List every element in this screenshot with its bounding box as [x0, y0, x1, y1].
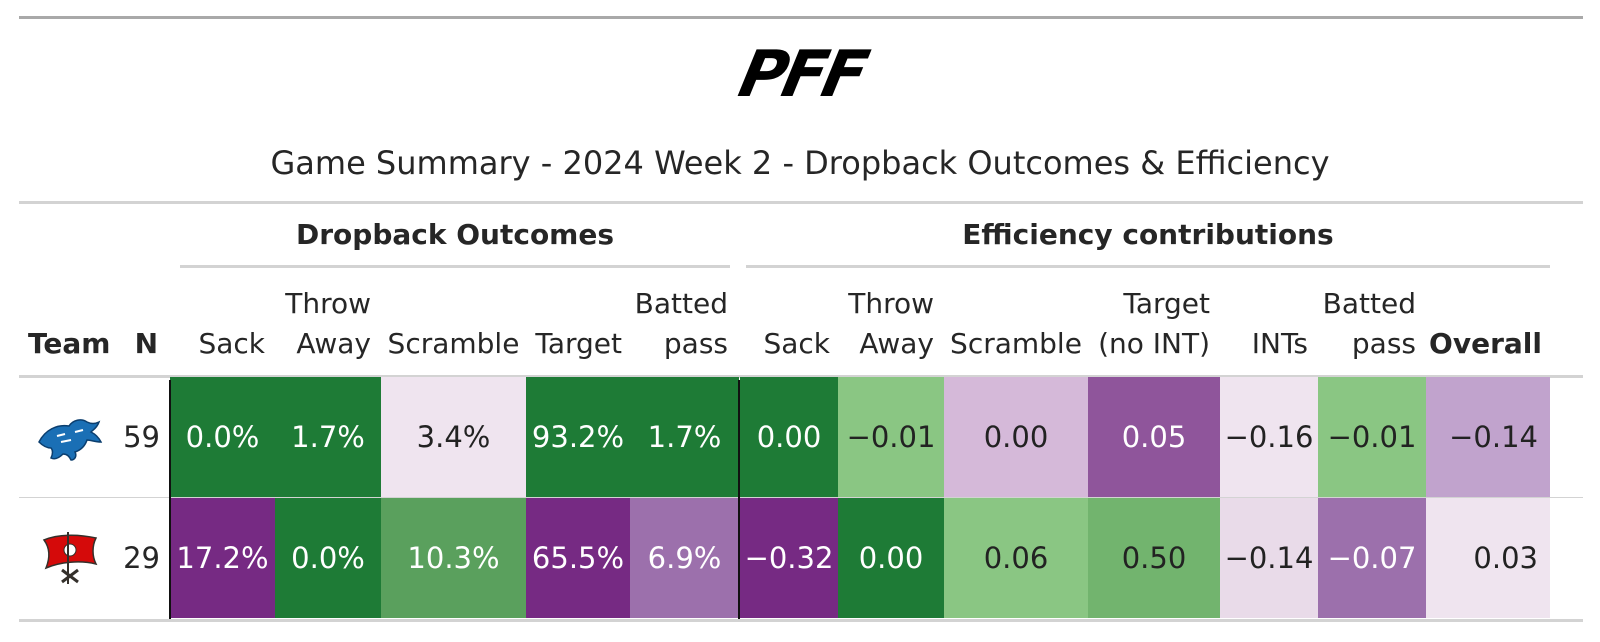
- group-header-efficiency: Efficiency contributions: [962, 218, 1334, 251]
- title-rule: [19, 201, 1583, 204]
- col-header-eff-batted-line1: Batted: [1322, 287, 1416, 320]
- top-rule: [19, 16, 1583, 19]
- cell-eff-ints: −0.14: [1220, 498, 1318, 618]
- col-header-eff-target-line1: Target: [1123, 287, 1210, 320]
- table-row-team-logo: [30, 377, 110, 497]
- col-header-eff-overall-label: Overall: [1429, 327, 1542, 360]
- group-header-dropback-outcomes: Dropback Outcomes: [295, 218, 615, 251]
- cell-eff-target: 0.05: [1088, 377, 1220, 497]
- cell-eff-sack: 0.00: [740, 377, 838, 497]
- col-header-eff-overall: Overall: [1426, 284, 1542, 364]
- cell-out-scramble: 3.4%: [381, 377, 526, 497]
- cell-out-target: 65.5%: [526, 498, 630, 618]
- cell-eff-throw-away: 0.00: [838, 498, 944, 618]
- col-header-team: Team: [28, 284, 118, 364]
- col-header-out-scramble-label: Scramble: [387, 327, 520, 360]
- cell-eff-sack: −0.32: [740, 498, 838, 618]
- cell-eff-scramble: 0.00: [944, 377, 1088, 497]
- col-header-out-target-label: Target: [535, 327, 622, 360]
- col-header-out-batted-line2: pass: [663, 327, 728, 360]
- col-header-eff-sack: Sack: [740, 284, 830, 364]
- table-row-n: 29: [123, 541, 160, 575]
- cell-eff-target: 0.50: [1088, 498, 1220, 618]
- col-header-out-throw-line1: Throw: [285, 287, 371, 320]
- bottom-rule: [19, 619, 1583, 622]
- group-underline-efficiency: [746, 265, 1550, 268]
- col-header-eff-scramble-label: Scramble: [950, 327, 1082, 360]
- column-separator-left: [169, 380, 171, 620]
- col-header-out-target: Target: [526, 284, 622, 364]
- cell-out-throw-away: 1.7%: [275, 377, 381, 497]
- row-divider: [19, 497, 1583, 498]
- cell-eff-scramble: 0.06: [944, 498, 1088, 618]
- table-row-n: 59: [123, 420, 160, 454]
- col-header-n-label: N: [134, 327, 158, 360]
- cell-eff-overall: 0.03: [1426, 498, 1550, 618]
- col-header-eff-scramble: Scramble: [944, 284, 1088, 364]
- col-header-n: N: [118, 284, 158, 364]
- col-header-out-batted: Batted pass: [630, 284, 728, 364]
- cell-out-sack: 0.0%: [170, 377, 275, 497]
- column-separator-middle: [738, 380, 740, 620]
- cell-out-throw-away: 0.0%: [275, 498, 381, 618]
- cell-eff-ints: −0.16: [1220, 377, 1318, 497]
- svg-text:PFF: PFF: [733, 46, 875, 102]
- col-header-out-throw-line2: Away: [296, 327, 371, 360]
- col-header-out-throw-away: Throw Away: [275, 284, 371, 364]
- cell-out-scramble: 10.3%: [381, 498, 526, 618]
- col-header-eff-batted: Batted pass: [1318, 284, 1416, 364]
- pff-logo-icon: PFF: [733, 46, 875, 102]
- col-header-out-batted-line1: Batted: [634, 287, 728, 320]
- col-header-eff-throw-line1: Throw: [848, 287, 934, 320]
- cell-eff-throw-away: −0.01: [838, 377, 944, 497]
- cell-eff-batted: −0.01: [1318, 377, 1426, 497]
- col-header-out-sack: Sack: [170, 284, 265, 364]
- lions-logo-icon: [38, 419, 103, 461]
- col-header-eff-throw-away: Throw Away: [838, 284, 934, 364]
- col-header-eff-throw-line2: Away: [859, 327, 934, 360]
- cell-eff-overall: −0.14: [1426, 377, 1550, 497]
- cell-out-batted: 6.9%: [630, 498, 739, 618]
- cell-eff-batted: −0.07: [1318, 498, 1426, 618]
- cell-out-batted: 1.7%: [630, 377, 739, 497]
- cell-out-sack: 17.2%: [170, 498, 275, 618]
- col-header-eff-target-line2: (no INT): [1098, 327, 1210, 360]
- header-rule: [19, 375, 1583, 378]
- table-row-team-logo: [30, 498, 110, 618]
- page-title: Game Summary - 2024 Week 2 - Dropback Ou…: [270, 144, 1330, 182]
- col-header-eff-ints: INTs: [1220, 284, 1308, 364]
- col-header-eff-sack-label: Sack: [763, 327, 830, 360]
- col-header-eff-target: Target (no INT): [1088, 284, 1210, 364]
- col-header-out-scramble: Scramble: [381, 284, 526, 364]
- col-header-eff-ints-label: INTs: [1251, 327, 1308, 360]
- col-header-out-sack-label: Sack: [198, 327, 265, 360]
- col-header-eff-batted-line2: pass: [1351, 327, 1416, 360]
- group-underline-outcomes: [180, 265, 730, 268]
- cell-out-target: 93.2%: [526, 377, 630, 497]
- col-header-team-label: Team: [28, 327, 111, 360]
- buccaneers-logo-icon: [42, 532, 98, 584]
